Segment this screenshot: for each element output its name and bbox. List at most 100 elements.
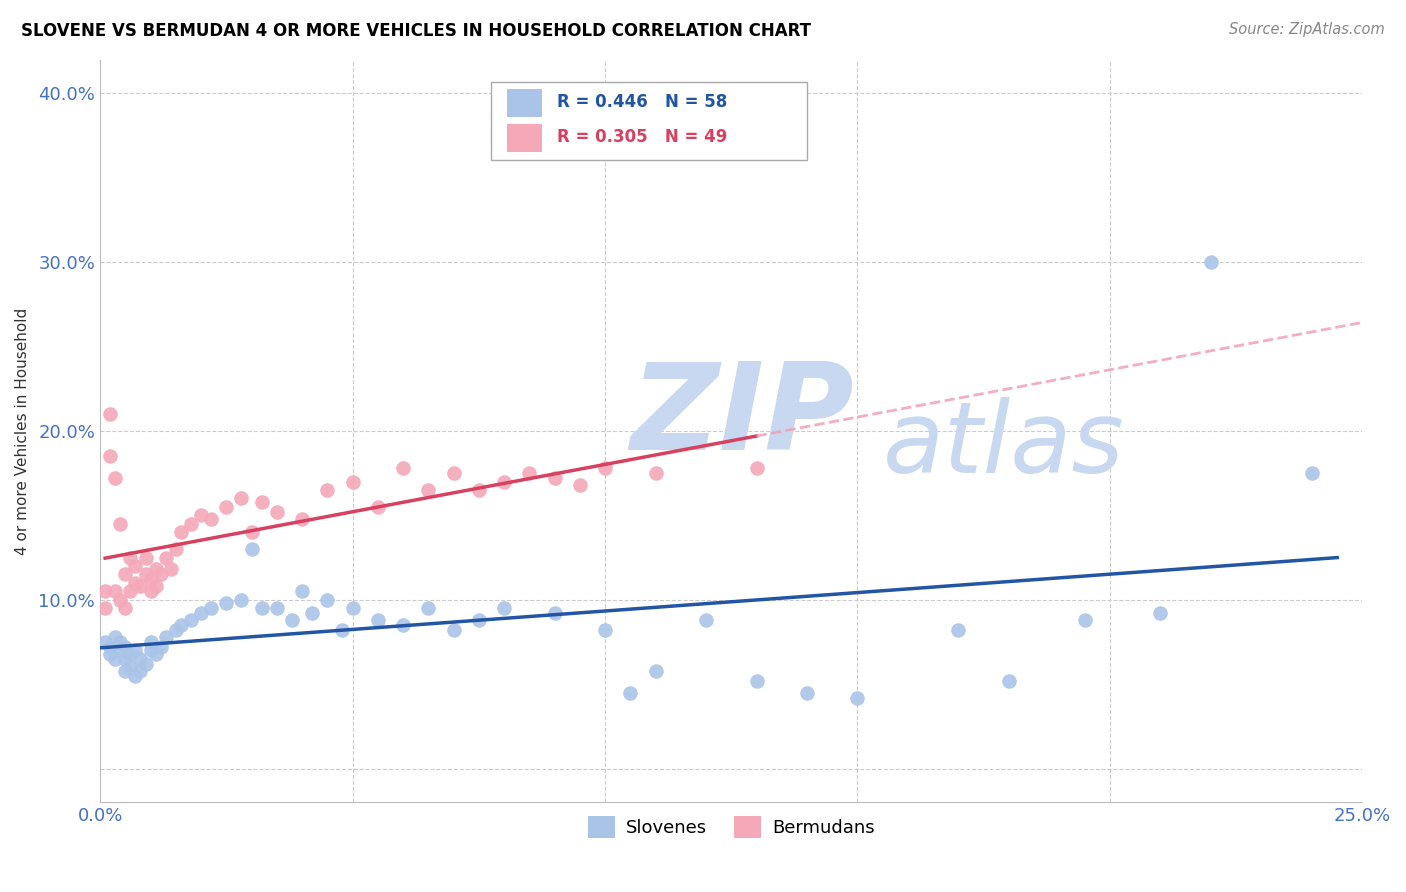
Point xyxy=(104,652,127,666)
Point xyxy=(170,525,193,540)
Point xyxy=(948,623,970,637)
Point xyxy=(129,579,152,593)
Text: SLOVENE VS BERMUDAN 4 OR MORE VEHICLES IN HOUSEHOLD CORRELATION CHART: SLOVENE VS BERMUDAN 4 OR MORE VEHICLES I… xyxy=(21,22,811,40)
Point xyxy=(240,525,263,540)
Legend: Slovenes, Bermudans: Slovenes, Bermudans xyxy=(581,809,882,846)
Point xyxy=(342,475,364,489)
Point xyxy=(231,592,253,607)
Point xyxy=(120,584,142,599)
Point xyxy=(104,630,127,644)
Point xyxy=(342,601,364,615)
Point xyxy=(104,471,127,485)
Point xyxy=(120,660,142,674)
Point xyxy=(149,567,172,582)
Point xyxy=(120,647,142,661)
Point xyxy=(149,640,172,654)
Point xyxy=(104,584,127,599)
Point xyxy=(114,601,136,615)
Point xyxy=(250,601,273,615)
Point xyxy=(846,690,869,705)
Point xyxy=(468,613,491,627)
Point xyxy=(266,505,288,519)
Bar xyxy=(492,82,807,160)
Text: R = 0.305   N = 49: R = 0.305 N = 49 xyxy=(557,128,727,146)
Point xyxy=(165,542,187,557)
Point xyxy=(316,483,339,497)
Point xyxy=(392,618,415,632)
Point xyxy=(94,635,117,649)
Point xyxy=(443,623,465,637)
Point xyxy=(568,478,591,492)
Point xyxy=(124,643,146,657)
Point xyxy=(392,461,415,475)
Point xyxy=(543,606,565,620)
Point xyxy=(139,635,162,649)
Point xyxy=(114,664,136,678)
Point xyxy=(215,596,238,610)
Point xyxy=(134,657,156,671)
Point xyxy=(492,601,515,615)
Point xyxy=(266,601,288,615)
Point xyxy=(593,461,616,475)
Point xyxy=(301,606,323,620)
Point xyxy=(443,466,465,480)
Point xyxy=(155,550,177,565)
Point xyxy=(291,584,314,599)
Point xyxy=(190,508,212,523)
Point xyxy=(250,495,273,509)
Point xyxy=(180,516,202,531)
Point xyxy=(190,606,212,620)
Text: Source: ZipAtlas.com: Source: ZipAtlas.com xyxy=(1229,22,1385,37)
Point xyxy=(281,613,304,627)
Point xyxy=(134,550,156,565)
Point xyxy=(170,618,193,632)
Point xyxy=(145,647,167,661)
Point xyxy=(94,584,117,599)
Point xyxy=(114,652,136,666)
Point xyxy=(155,630,177,644)
Point xyxy=(139,643,162,657)
Point xyxy=(110,516,132,531)
Point xyxy=(231,491,253,506)
Bar xyxy=(506,124,541,152)
Point xyxy=(134,567,156,582)
Point xyxy=(745,461,768,475)
Point xyxy=(98,640,121,654)
Bar xyxy=(506,88,541,117)
Point xyxy=(110,643,132,657)
Point xyxy=(114,567,136,582)
Point xyxy=(145,579,167,593)
Point xyxy=(129,652,152,666)
Point xyxy=(332,623,354,637)
Point xyxy=(180,613,202,627)
Point xyxy=(165,623,187,637)
Point xyxy=(120,550,142,565)
Point xyxy=(145,562,167,576)
Point xyxy=(367,500,389,514)
Point xyxy=(1199,255,1222,269)
Point xyxy=(745,673,768,688)
Point xyxy=(124,575,146,590)
Point xyxy=(644,466,666,480)
Point xyxy=(1073,613,1095,627)
Point xyxy=(796,685,818,699)
Point xyxy=(644,664,666,678)
Point xyxy=(114,640,136,654)
Text: ZIP: ZIP xyxy=(630,358,853,475)
Point xyxy=(593,623,616,637)
Point xyxy=(215,500,238,514)
Point xyxy=(492,475,515,489)
Point xyxy=(418,601,440,615)
Point xyxy=(543,471,565,485)
Point xyxy=(418,483,440,497)
Text: atlas: atlas xyxy=(883,397,1125,494)
Point xyxy=(316,592,339,607)
Point xyxy=(468,483,491,497)
Point xyxy=(619,685,641,699)
Point xyxy=(98,449,121,463)
Point xyxy=(159,562,181,576)
Point xyxy=(367,613,389,627)
Point xyxy=(517,466,540,480)
Point xyxy=(1301,466,1323,480)
Text: R = 0.446   N = 58: R = 0.446 N = 58 xyxy=(557,93,727,112)
